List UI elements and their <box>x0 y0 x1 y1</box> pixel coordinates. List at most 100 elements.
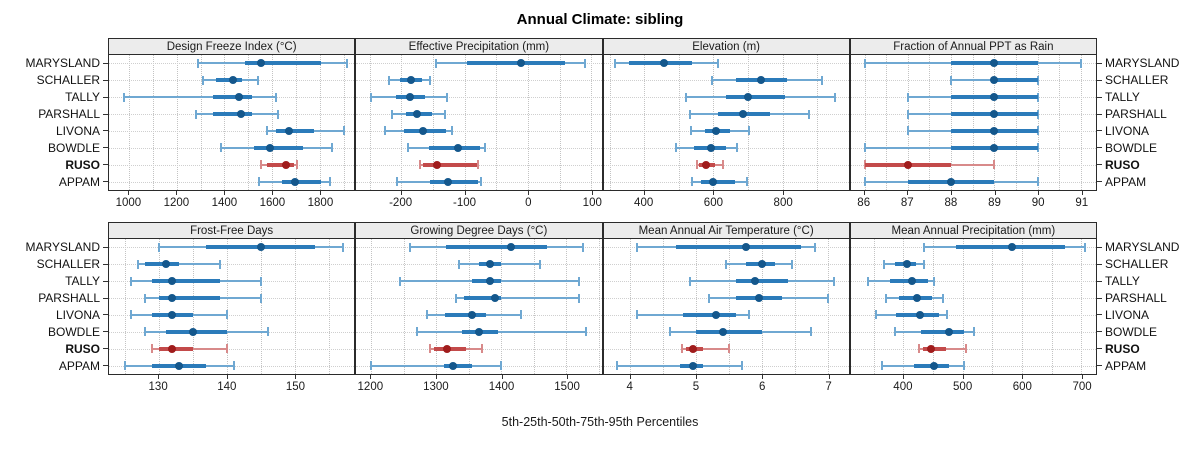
axis-tick-mark <box>435 375 437 379</box>
gridline <box>972 55 974 190</box>
panel-plot-area <box>849 55 1097 191</box>
median-dot <box>265 143 274 152</box>
whisker-cap <box>399 276 402 286</box>
row-guide-line <box>109 181 355 183</box>
whisker-cap <box>202 75 205 85</box>
axis-tick-label: 150 <box>285 381 306 393</box>
axis-tick-mark <box>176 191 178 195</box>
axis-tick-label: 1400 <box>488 381 515 393</box>
whisker-cap <box>454 293 457 303</box>
gridline <box>761 239 763 374</box>
axis-tick-label: 500 <box>953 381 973 393</box>
gridline <box>1037 55 1039 190</box>
site-label-text: BOWDLE <box>47 324 100 339</box>
whisker-cap <box>636 310 639 320</box>
median-dot <box>990 76 999 85</box>
iqr-bar-25th-75th <box>151 279 221 284</box>
iqr-bar-25th-75th <box>735 279 789 284</box>
whisker-cap <box>821 75 824 85</box>
site-label: APPAM <box>59 174 108 190</box>
axis-tick-mark <box>907 191 909 195</box>
median-dot <box>1007 243 1016 252</box>
median-dot <box>474 327 483 336</box>
whisker-cap <box>450 126 453 136</box>
row-guide-line <box>109 130 355 132</box>
whisker-cap <box>941 293 944 303</box>
gridline <box>192 239 194 374</box>
axis-tick-mark <box>863 191 865 195</box>
whisker-cap <box>880 361 883 371</box>
row-tick <box>1097 79 1102 81</box>
axis-tick-label: 400 <box>893 381 913 393</box>
median-dot <box>413 110 422 119</box>
gridline <box>1081 239 1083 374</box>
gridline <box>224 55 226 190</box>
site-label-text: MARYSLAND <box>1105 56 1180 71</box>
whisker-cap <box>1036 177 1039 187</box>
whisker-cap <box>194 109 197 119</box>
median-dot <box>161 260 170 269</box>
x-axis: 86 87 88 89 90 91 <box>850 191 1097 222</box>
site-labels-right: MARYSLAND SCHALLER TALLY PARSHALL LIVONA BOWD… <box>1097 38 1200 191</box>
axis-tick-label: 91 <box>1075 197 1089 209</box>
site-label: LIVONA <box>1097 123 1149 139</box>
row-tick <box>1097 164 1102 166</box>
gridline <box>933 239 935 374</box>
site-label-text: SCHALLER <box>1105 257 1169 272</box>
whisker-cap <box>906 126 909 136</box>
whisker-cap <box>123 92 126 102</box>
site-label-text: APPAM <box>1105 358 1147 373</box>
whisker-cap <box>690 126 692 136</box>
site-label: TALLY <box>65 89 108 105</box>
whisker-cap <box>826 293 829 303</box>
whisker-cap <box>833 276 836 286</box>
whisker-cap <box>1079 58 1082 68</box>
whisker-5th-95th <box>416 330 586 333</box>
site-label-text: APPAM <box>58 174 100 189</box>
whisker-cap <box>716 58 719 68</box>
median-dot <box>990 110 999 119</box>
gridline <box>432 55 434 190</box>
axis-tick-label: 140 <box>217 381 237 393</box>
whisker-cap <box>256 75 259 85</box>
axis-tick-label: 1200 <box>357 381 384 393</box>
whisker-cap <box>613 58 616 68</box>
median-dot <box>168 310 177 319</box>
whisker-cap <box>691 177 694 187</box>
gridline <box>260 239 262 374</box>
axis-tick-label: 800 <box>773 197 793 209</box>
whisker-cap <box>476 160 479 170</box>
median-dot <box>744 93 753 102</box>
site-label: BOWDLE <box>48 324 108 340</box>
gridline <box>929 55 931 190</box>
row-tick <box>103 147 108 149</box>
axis-tick-label: 1600 <box>259 197 286 209</box>
gridline <box>124 239 126 374</box>
axis-tick-mark <box>1081 191 1083 195</box>
row-tick <box>103 113 108 115</box>
row-guide-line <box>109 348 355 350</box>
median-dot <box>712 126 721 135</box>
row-tick <box>103 263 108 265</box>
axis-tick-mark <box>828 375 830 379</box>
x-axis: -200 -100 0 100 <box>355 191 602 222</box>
whisker-cap <box>406 143 409 153</box>
whisker-cap <box>428 344 431 354</box>
axis-tick-label: 90 <box>1031 197 1045 209</box>
figure-caption: 5th-25th-50th-75th-95th Percentiles <box>501 415 699 429</box>
site-label-text: RUSO <box>1105 341 1140 356</box>
median-dot <box>659 59 668 68</box>
whisker-cap <box>863 58 866 68</box>
site-label-text: SCHALLER <box>36 257 100 272</box>
panel: Mean Annual Precipitation (mm) <box>849 222 1097 375</box>
axis-tick-mark <box>320 191 322 195</box>
whisker-cap <box>395 177 398 187</box>
iqr-bar-25th-75th <box>994 78 1038 83</box>
iqr-bar-25th-75th <box>281 179 321 184</box>
panel-strip-title: Effective Precipitation (mm) <box>355 38 603 55</box>
axis-tick-mark <box>592 191 594 195</box>
axis-tick-label: 0 <box>525 197 532 209</box>
row-tick <box>103 365 108 367</box>
axis-tick-mark <box>224 191 226 195</box>
